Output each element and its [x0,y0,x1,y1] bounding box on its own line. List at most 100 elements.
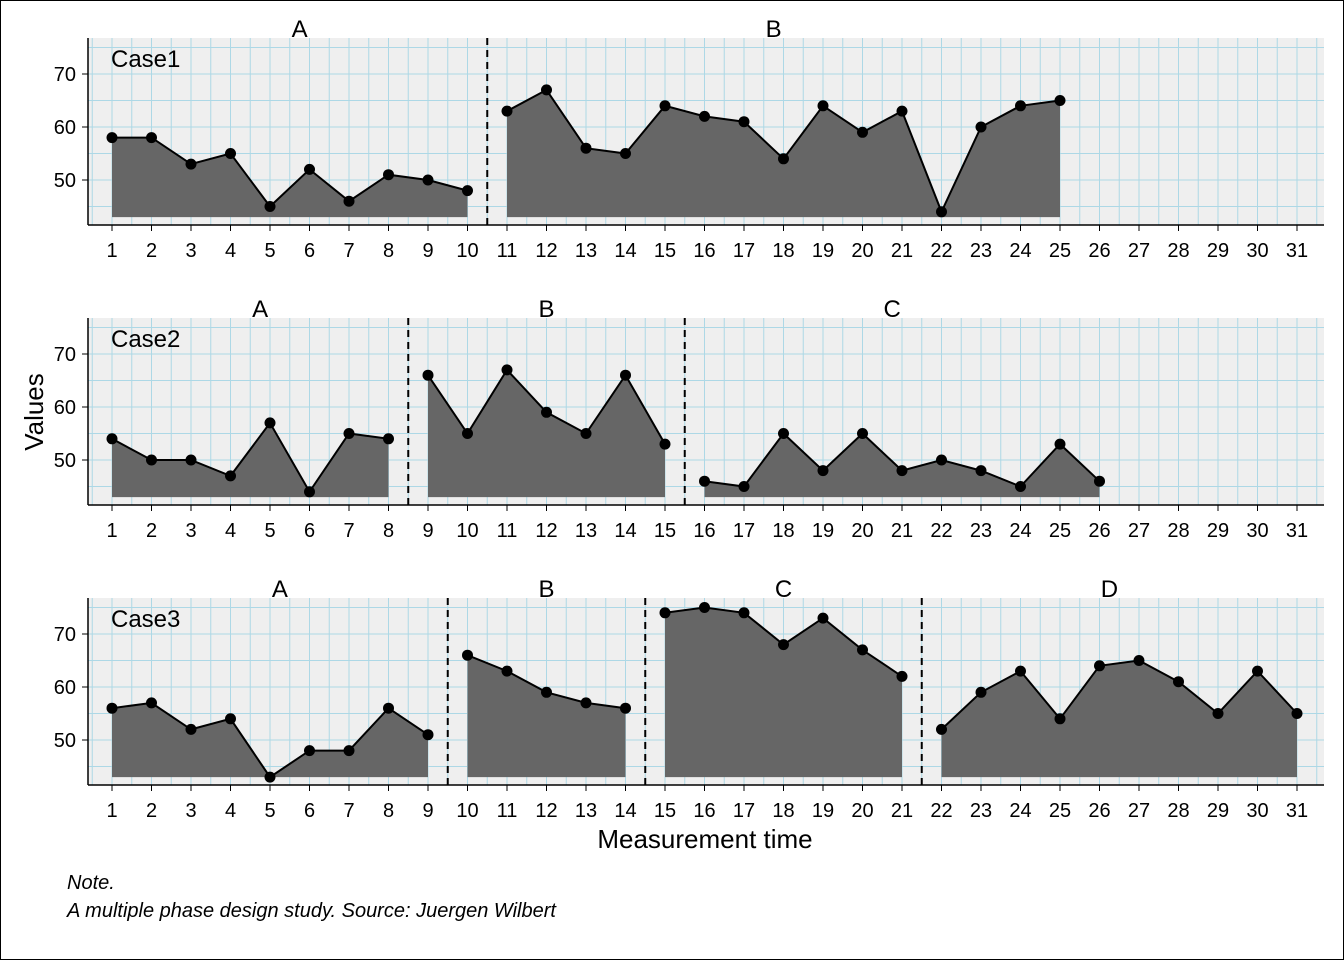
x-tick-label: 15 [654,240,676,262]
data-point [1054,438,1066,450]
data-point [936,723,947,735]
x-tick-label: 29 [1207,240,1229,262]
x-tick-label: 24 [1009,520,1031,542]
data-point [975,465,987,477]
x-tick-label: 5 [264,240,275,262]
phase-area [704,433,1100,498]
x-tick-label: 13 [575,520,597,542]
data-point [541,406,552,418]
x-tick-label: 30 [1246,800,1268,822]
data-point [1094,660,1105,672]
phase-label: D [1101,576,1118,603]
x-tick-label: 31 [1286,240,1308,262]
x-tick-label: 26 [1088,240,1110,262]
x-tick-label: 28 [1167,800,1189,822]
data-point [146,697,157,709]
data-point [580,142,592,154]
data-point [857,644,868,656]
data-point [857,428,868,439]
x-tick-label: 6 [304,240,315,262]
x-tick-label: 2 [146,800,157,822]
data-point [659,438,671,450]
x-axis-title: Measurement time [597,824,812,854]
phase-area [467,655,626,778]
data-point [501,665,513,677]
data-point [1015,481,1026,492]
y-tick-label: 70 [54,624,76,646]
note-caption: A multiple phase design study. Source: J… [67,900,556,922]
data-point [738,116,750,128]
note-title: Note. [67,872,115,894]
data-point [857,126,868,138]
y-axis-title: Values [19,373,49,451]
x-tick-label: 14 [614,240,636,262]
x-tick-label: 15 [654,520,676,542]
x-tick-label: 30 [1246,240,1268,262]
x-tick-label: 11 [497,520,518,542]
case-label: Case1 [111,46,180,73]
x-tick-label: 5 [264,800,275,822]
x-tick-label: 18 [772,520,794,542]
phase-label: B [766,16,782,43]
data-point [264,417,276,429]
x-tick-label: 27 [1128,800,1150,822]
phase-area [507,89,1060,218]
x-tick-label: 9 [422,240,433,262]
x-tick-label: 6 [304,800,315,822]
data-point [1173,676,1184,688]
data-point [620,702,631,714]
y-tick-label: 70 [54,344,76,366]
data-point [501,105,513,117]
case-label: Case3 [111,606,180,633]
data-point [896,670,908,682]
phase-area [112,702,428,778]
x-tick-label: 8 [383,240,394,262]
x-tick-label: 16 [693,520,715,542]
x-tick-label: 8 [383,800,394,822]
x-tick-label: 29 [1207,520,1229,542]
data-point [264,771,276,783]
x-tick-label: 2 [146,240,157,262]
data-point [146,132,157,144]
data-point [185,454,197,466]
data-point [580,697,592,709]
data-point [106,433,118,445]
x-tick-label: 9 [422,800,433,822]
x-tick-label: 1 [106,800,117,822]
x-tick-label: 22 [930,240,952,262]
x-tick-label: 31 [1286,520,1308,542]
x-tick-label: 23 [970,800,992,822]
data-point [501,364,513,376]
x-tick-label: 8 [383,520,394,542]
data-point [620,369,631,381]
data-point [778,639,789,651]
x-tick-label: 2 [146,520,157,542]
data-point [343,428,355,439]
x-tick-label: 13 [575,240,597,262]
y-tick-label: 60 [54,117,76,139]
data-point [1015,665,1026,677]
x-tick-label: 1 [106,240,117,262]
x-tick-label: 17 [733,240,755,262]
x-tick-label: 29 [1207,800,1229,822]
phase-area [112,137,468,218]
data-point [975,686,987,698]
data-point [462,428,473,439]
data-point [1133,655,1145,666]
x-tick-label: 21 [891,520,913,542]
x-tick-label: 23 [970,520,992,542]
data-point [659,100,671,112]
data-point [778,428,789,439]
x-tick-label: 26 [1088,520,1110,542]
x-tick-label: 10 [456,800,478,822]
x-tick-label: 27 [1128,240,1150,262]
data-point [738,481,750,492]
phase-label: A [252,296,268,323]
x-tick-label: 28 [1167,240,1189,262]
x-tick-label: 7 [343,800,354,822]
data-point [896,465,908,477]
data-point [225,713,236,725]
x-tick-label: 7 [343,520,354,542]
data-point [343,195,355,207]
phase-label: C [883,296,900,323]
